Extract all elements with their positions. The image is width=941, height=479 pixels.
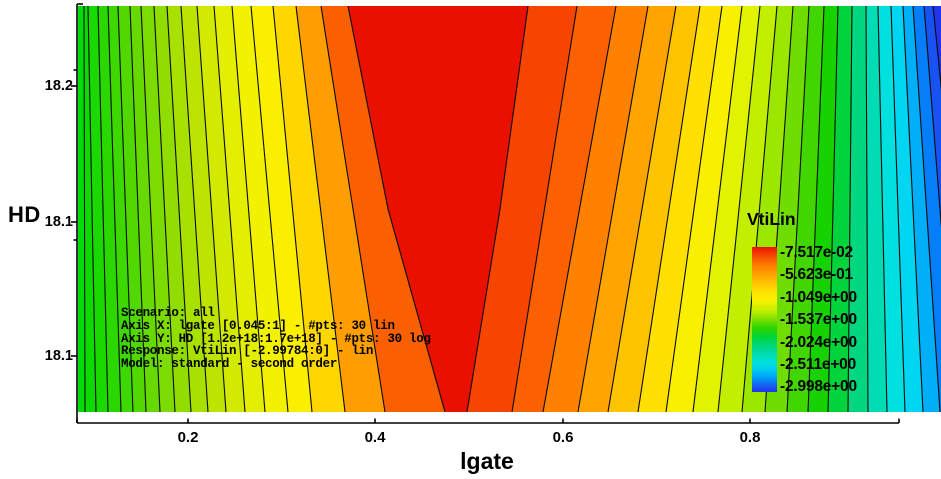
- contour-band: [321, 6, 445, 412]
- contour-line: [196, 6, 227, 412]
- contour-line: [827, 6, 839, 412]
- contour-band: [512, 6, 616, 412]
- contour-band: [118, 6, 146, 412]
- contour-band: [197, 6, 245, 412]
- contour-line: [250, 6, 289, 412]
- annotation-line: Scenario: all: [121, 306, 215, 320]
- contour-band: [167, 6, 208, 412]
- contour-line: [320, 6, 386, 412]
- contour-line: [865, 6, 869, 412]
- contour-band: [214, 6, 265, 412]
- contour-line: [923, 6, 941, 229]
- contour-line: [295, 6, 346, 412]
- y-tick-label: 18.1: [44, 348, 73, 364]
- legend-tick-label: -1.537e+00: [780, 311, 857, 329]
- contour-line: [180, 6, 209, 412]
- contour-line: [87, 6, 97, 412]
- x-axis-title: lgate: [460, 448, 514, 474]
- y-tick-label: 18.2: [44, 78, 73, 94]
- contour-line: [542, 6, 617, 412]
- contour-line: [97, 6, 109, 412]
- contour-band: [130, 6, 160, 412]
- contour-band: [608, 6, 700, 412]
- annotation-line: Response: VtiLin [-2.99784:0] - lin: [121, 344, 374, 359]
- legend-tick-label: -7.517e-02: [780, 244, 853, 261]
- legend-title: VtiLin: [747, 209, 796, 229]
- contour-band: [578, 6, 676, 412]
- contour-band: [88, 6, 108, 412]
- contour-band: [467, 6, 577, 412]
- annotation-line: Axis X: lgate [0.045:1] - #pts: 30 lin: [121, 318, 395, 333]
- contour-band: [181, 6, 226, 412]
- contour-line: [637, 6, 701, 412]
- contour-band: [232, 6, 288, 412]
- contour-line: [466, 6, 529, 412]
- contour-line: [511, 6, 578, 412]
- legend-colorbar: [752, 247, 777, 392]
- contour-line: [807, 6, 825, 412]
- contour-line: [166, 6, 192, 412]
- legend-tick-label: -1.049e+00: [780, 288, 857, 306]
- contour-band: [84, 6, 96, 412]
- contour-band: [848, 6, 868, 412]
- contour-band: [273, 6, 345, 412]
- contour-line: [213, 6, 246, 412]
- contour-band: [251, 6, 312, 412]
- contour-band: [693, 6, 760, 412]
- contour-line: [231, 6, 266, 412]
- contour-line: [347, 6, 446, 412]
- contour-line: [912, 6, 941, 412]
- contour-line: [153, 6, 176, 412]
- contour-line: [741, 6, 778, 412]
- axes: [71, 3, 900, 424]
- contour-line: [140, 6, 161, 412]
- contour-band: [638, 6, 722, 412]
- y-axis-title: HD: [8, 202, 41, 227]
- contour-band: [828, 6, 852, 412]
- contour-band: [296, 6, 385, 412]
- contour-line: [665, 6, 723, 412]
- contour-line: [847, 6, 853, 412]
- contour-band: [903, 6, 940, 412]
- x-tick-label: 0.2: [177, 429, 199, 446]
- annotation-line: Model: standard - second order: [121, 357, 338, 372]
- contour-line: [890, 6, 906, 412]
- legend-tick-label: -5.623e-01: [780, 266, 853, 284]
- contour-line: [902, 6, 924, 412]
- legend-tick-label: -2.024e+00: [780, 333, 857, 351]
- contour-band: [154, 6, 191, 412]
- contour-line: [107, 6, 122, 412]
- contour-line: [786, 6, 810, 412]
- annotation-line: Axis Y: HD [1.2e+18:1.7e+18] - #pts: 30 …: [121, 331, 431, 346]
- contour-band: [891, 6, 923, 412]
- contour-band: [141, 6, 175, 412]
- contour-line: [692, 6, 743, 412]
- contour-line: [83, 6, 86, 412]
- contour-line: [272, 6, 313, 412]
- contour-band: [718, 6, 777, 412]
- contour-band: [787, 6, 824, 412]
- contour-band: [98, 6, 121, 412]
- x-tick-label: 0.6: [552, 429, 574, 446]
- x-tick-label: 0.4: [364, 429, 386, 446]
- legend-tick-label: -2.998e+00: [780, 378, 857, 396]
- contour-line: [932, 6, 941, 91]
- contour-line: [607, 6, 677, 412]
- contour-band: [543, 6, 648, 412]
- contour-line: [877, 6, 888, 412]
- contour-band: [666, 6, 742, 412]
- contour-line: [577, 6, 649, 412]
- contour-band: [78, 6, 85, 412]
- y-tick-label: 18.1: [44, 214, 73, 230]
- legend-tick-label: -2.511e+00: [780, 356, 857, 373]
- contour-band: [108, 6, 133, 412]
- contour-band: [866, 6, 887, 412]
- contour-line: [117, 6, 134, 412]
- x-tick-label: 0.8: [739, 429, 761, 446]
- contour-line: [717, 6, 761, 412]
- contour-line: [129, 6, 147, 412]
